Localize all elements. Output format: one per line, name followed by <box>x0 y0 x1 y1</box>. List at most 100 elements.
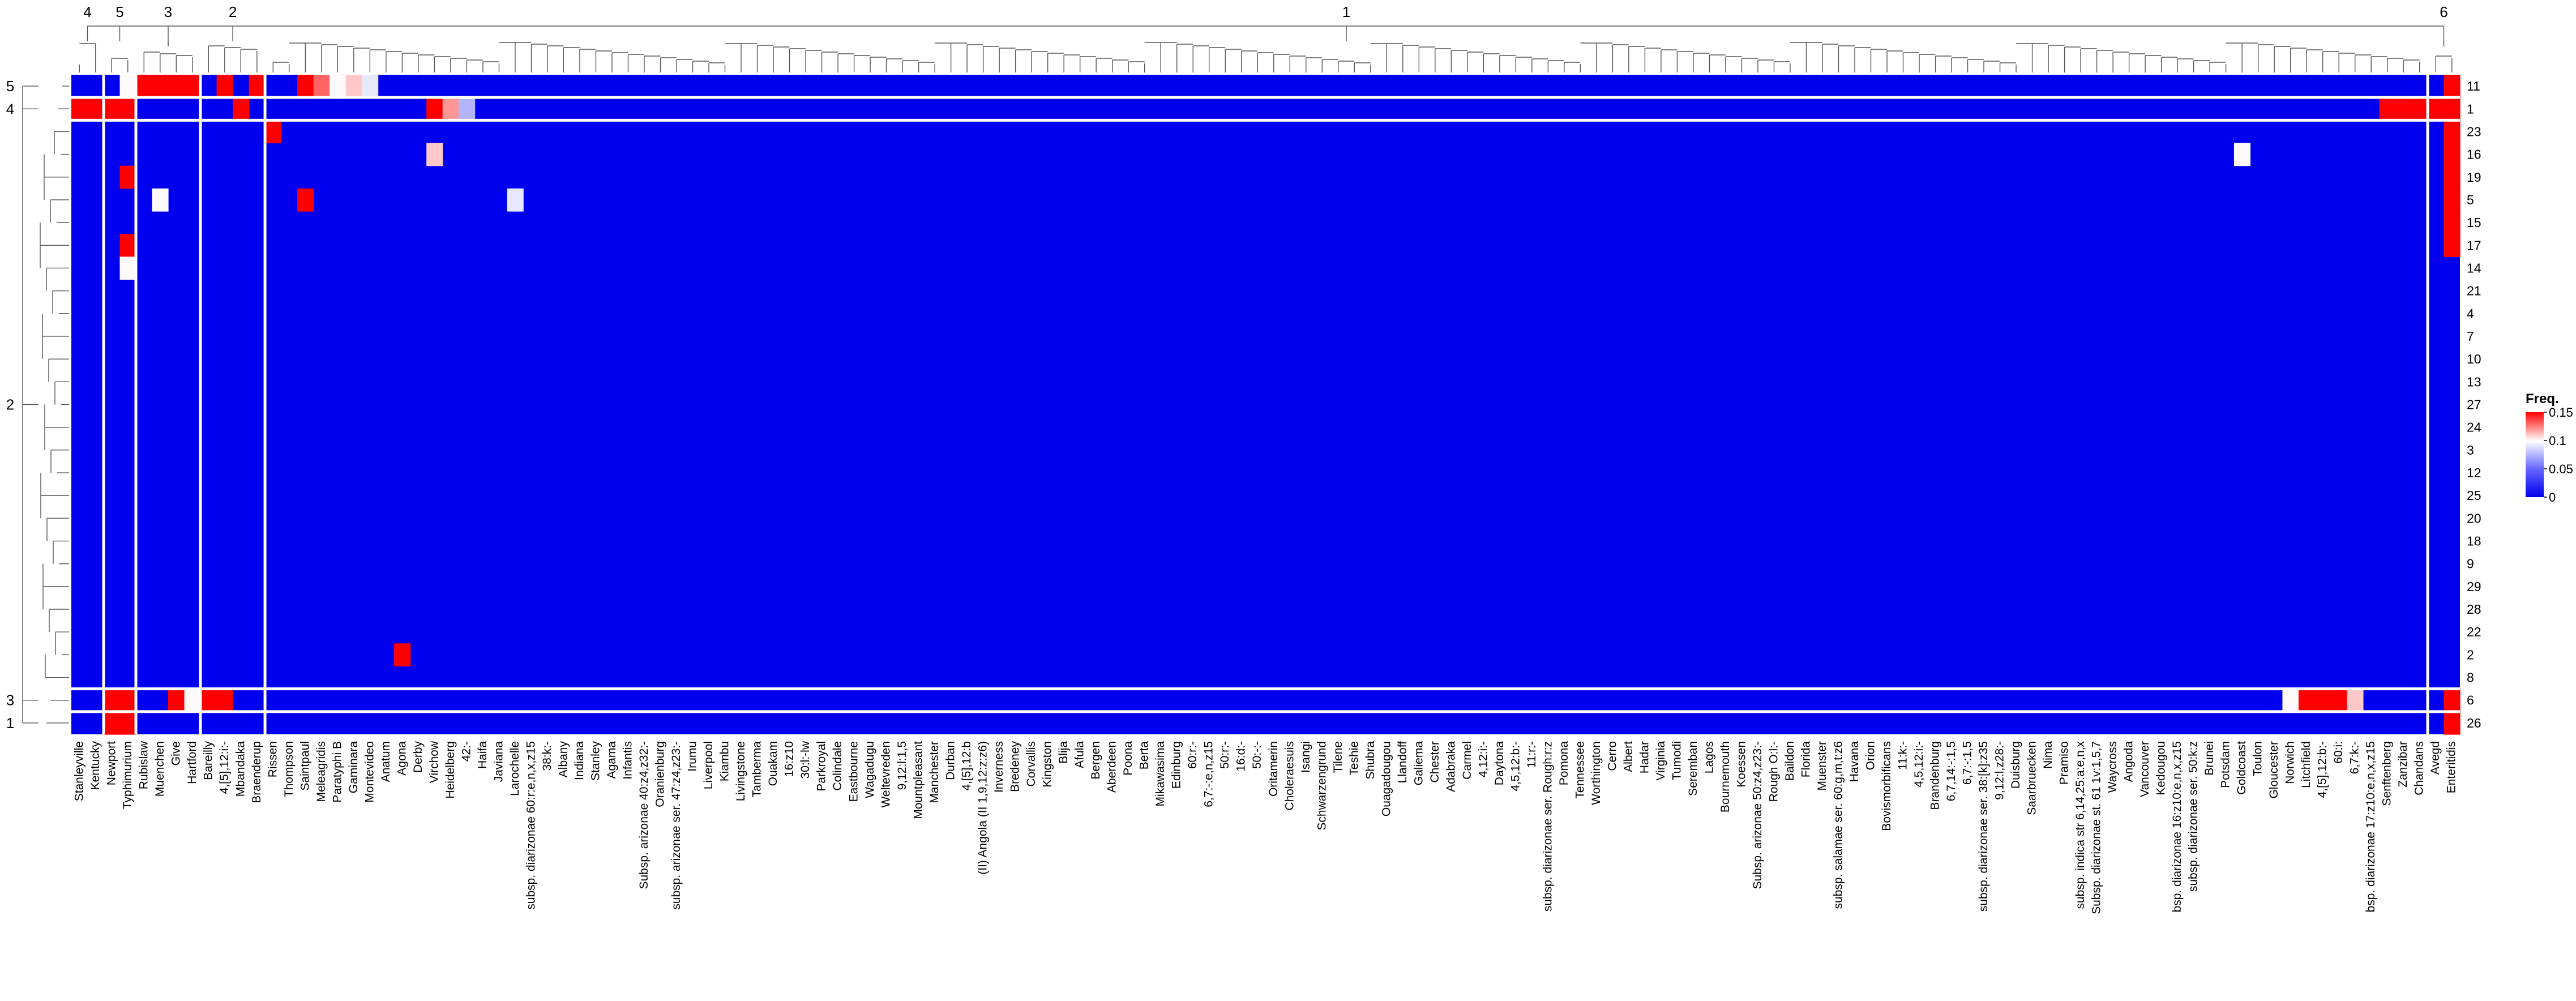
row-label: 28 <box>2467 602 2481 617</box>
column-label: Pramiso <box>2058 741 2071 785</box>
row-label: 6 <box>2467 693 2474 708</box>
heatmap-cell <box>2444 188 2461 212</box>
column-label: Saintpaul <box>298 741 311 791</box>
column-label: Tumodi <box>1670 741 1683 780</box>
column-label: Albany <box>557 741 570 778</box>
column-label: 42:- <box>460 741 473 762</box>
column-label: Koessen <box>1735 741 1748 788</box>
column-label: Galiema <box>1412 741 1425 786</box>
column-label: 50:r:- <box>1218 741 1231 769</box>
column-label: Eastbourne <box>848 741 861 802</box>
row-label: 18 <box>2467 534 2481 549</box>
column-label: Cerro <box>1606 741 1619 771</box>
column-label: Meleagridis <box>315 741 328 802</box>
heatmap-cell <box>119 256 136 280</box>
heatmap-cell <box>2298 688 2316 712</box>
heatmap-cell <box>216 75 233 98</box>
heatmap-cell <box>507 188 524 212</box>
column-label: Daytona <box>1493 741 1506 786</box>
column-label: Wagadugu <box>863 741 876 798</box>
row-label: 24 <box>2467 420 2481 435</box>
column-label: Afula <box>1073 741 1086 768</box>
column-label: Newport <box>105 741 118 785</box>
heatmap-cell <box>330 75 346 98</box>
legend-tick-label: 0.15 <box>2549 405 2573 420</box>
column-label: Baildon <box>1783 741 1796 781</box>
column-label: Ouagadougou <box>1380 741 1393 816</box>
column-label: Vancouver <box>2138 741 2151 797</box>
cluster-separators <box>71 75 2460 734</box>
column-label: 4,5,12:i:- <box>1912 741 1925 788</box>
column-label: Irumu <box>686 741 699 772</box>
heatmap-cell <box>2233 143 2251 166</box>
column-label: Bovismorbificans <box>1880 741 1893 831</box>
column-label: Corvallis <box>1025 741 1038 787</box>
column-label: 9,12:l,z28:- <box>1993 741 2006 800</box>
row-cluster-label: 3 <box>6 692 14 709</box>
row-label: 23 <box>2467 124 2481 139</box>
column-label: subsp. salamae ser. 60:g,m,t:z6 <box>1832 741 1845 909</box>
row-label: 11 <box>2467 79 2480 93</box>
column-label: Pomona <box>1557 741 1571 786</box>
row-label: 13 <box>2467 374 2481 389</box>
heatmap-cell <box>297 75 314 98</box>
column-label: Bergen <box>1089 741 1102 780</box>
row-label: 27 <box>2467 397 2481 412</box>
heatmap-cell <box>2395 97 2412 121</box>
column-label: Mountpleasant <box>912 741 925 819</box>
heatmap-cell <box>442 97 459 121</box>
column-label: Worthington <box>1590 741 1603 805</box>
heatmap-cell <box>2444 165 2461 189</box>
heatmap-cell <box>2411 97 2428 121</box>
dendrograms <box>22 25 2453 724</box>
column-label: Kiambu <box>718 741 731 781</box>
column-label: Livingstone <box>734 741 747 801</box>
column-label: Indiana <box>573 741 586 780</box>
column-label: 11:k:- <box>1897 741 1910 770</box>
heatmap-cell <box>2427 97 2445 121</box>
row-label: 15 <box>2467 215 2481 230</box>
heatmap-cell <box>104 97 121 121</box>
heatmap-cell <box>184 688 201 712</box>
column-label: subsp. diarizonae ser. Rough:r:z <box>1541 741 1554 912</box>
cluster-labels: 4 5 3 2 1 6 5 4 2 3 1 <box>6 3 2448 732</box>
column-label: bsp. diarizonae 17:z10:e,n,x,z15 <box>2364 741 2377 912</box>
column-label: Ouakam <box>767 741 780 786</box>
column-label: Brandenburg <box>1929 741 1942 810</box>
column-label: Enteritidis <box>2445 741 2458 793</box>
column-label: Florida <box>1800 741 1813 778</box>
column-label: 60:r:- <box>1186 741 1199 769</box>
row-cluster-label: 4 <box>6 100 14 117</box>
row-cluster-label: 5 <box>6 78 14 95</box>
row-label: 2 <box>2467 647 2474 662</box>
column-label: Chandans <box>2413 741 2426 795</box>
column-label: 6,7,14:-:1,5 <box>1945 741 1958 801</box>
heatmap-cell <box>2330 688 2348 712</box>
column-label: Inverness <box>992 741 1005 793</box>
legend-tick-label: 0.1 <box>2549 434 2566 448</box>
heatmap-cell <box>313 75 330 98</box>
column-label: 50:-:- <box>1251 741 1264 769</box>
row-cluster-label: 1 <box>6 715 14 732</box>
row-label: 17 <box>2467 238 2481 253</box>
column-cluster-label: 2 <box>229 3 237 20</box>
legend-tick-label: 0 <box>2549 490 2556 504</box>
column-label: Manchester <box>928 741 941 803</box>
heatmap-cell <box>168 75 185 98</box>
column-label: Derby <box>412 741 425 773</box>
column-label: Larochelle <box>508 741 521 796</box>
column-label: Paratyphi B <box>331 741 344 803</box>
column-label: Aberdeen <box>1106 741 1119 793</box>
row-cluster-label: 2 <box>6 396 14 413</box>
column-label: Stanley <box>589 741 602 781</box>
column-label: Tennessee <box>1573 741 1586 799</box>
column-label: Give <box>169 741 182 765</box>
heatmap-cell <box>104 711 121 735</box>
column-label: subsp. diarizonae 60:r:e,n,x,z15 <box>524 741 537 910</box>
column-label: Teshie <box>1347 741 1360 776</box>
heatmap-cell <box>119 234 136 257</box>
column-label: Lagos <box>1702 741 1715 773</box>
heatmap-cell <box>459 97 476 121</box>
heatmap-cell <box>297 188 314 212</box>
heatmap-cell <box>119 75 136 98</box>
